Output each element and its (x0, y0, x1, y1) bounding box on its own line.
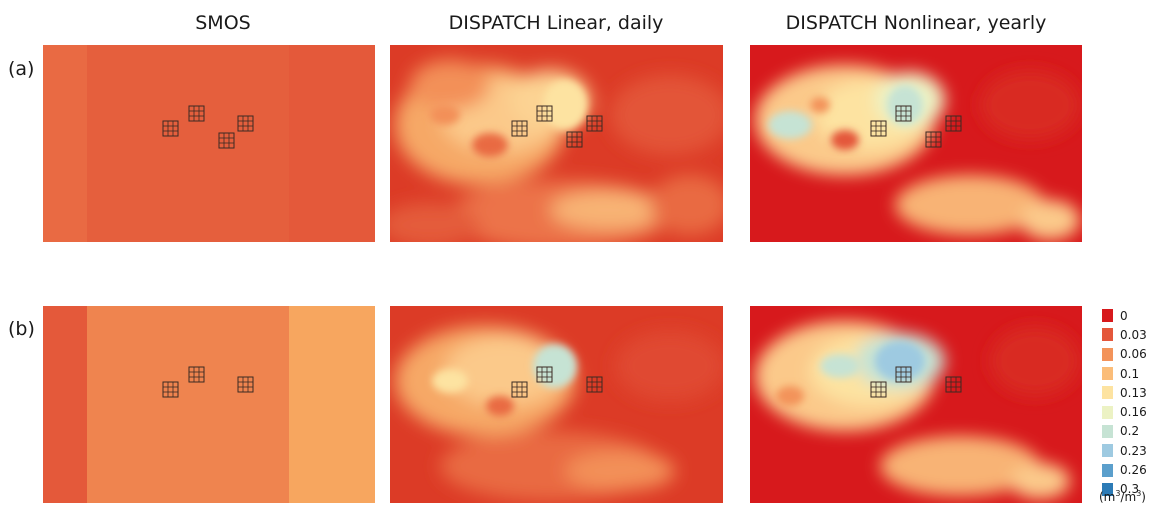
smos-strip-center (87, 306, 289, 503)
grid-marker-icon (188, 366, 205, 383)
grid-marker-icon (895, 105, 912, 122)
map-dispatch-nonlinear-a (750, 45, 1082, 242)
legend-item: 0.06 (1102, 345, 1152, 364)
map-dispatch-nonlinear-a-svg (750, 45, 1082, 242)
soil-moisture-detail (768, 85, 923, 150)
column-title-smos: SMOS (195, 12, 251, 34)
legend-swatch (1102, 463, 1113, 477)
map-dispatch-linear-b-svg (390, 306, 723, 503)
soil-moisture-detail (432, 344, 577, 416)
legend-label: 0.23 (1120, 443, 1147, 458)
unit-text: /m (1120, 490, 1137, 504)
legend-swatch (1102, 482, 1113, 496)
legend-label: 0.16 (1120, 405, 1147, 420)
color-legend: 0 0.03 0.06 0.1 0.13 0.16 0.2 0.23 0.26 0.3 (1102, 306, 1152, 499)
legend-swatch (1102, 328, 1113, 342)
soil-moisture-field (390, 60, 723, 242)
grid-marker-icon (162, 120, 179, 137)
map-smos-a-svg (43, 45, 375, 242)
legend-swatch (1102, 424, 1113, 438)
smos-strip-east (289, 45, 375, 242)
legend-item: 0.1 (1102, 364, 1152, 383)
grid-marker-icon (870, 381, 887, 398)
grid-marker-icon (162, 381, 179, 398)
grid-marker-icon (870, 120, 887, 137)
map-dispatch-linear-b (390, 306, 723, 503)
grid-marker-icon (586, 115, 603, 132)
column-title-dispatch-linear: DISPATCH Linear, daily (448, 12, 664, 34)
legend-swatch (1102, 444, 1113, 458)
legend-item: 0.23 (1102, 441, 1152, 460)
site-markers-b (162, 366, 254, 398)
smos-strip-west (43, 45, 87, 242)
legend-swatch (1102, 309, 1113, 323)
legend-label: 0 (1120, 308, 1128, 323)
legend-item: 0.03 (1102, 325, 1152, 344)
legend-label: 0.2 (1120, 424, 1140, 439)
map-smos-b-svg (43, 306, 375, 503)
legend-label: 0.13 (1120, 385, 1147, 400)
grid-marker-icon (218, 132, 235, 149)
legend-item: 0.26 (1102, 460, 1152, 479)
grid-marker-icon (586, 376, 603, 393)
legend-item: 0.13 (1102, 383, 1152, 402)
legend-label: 0.03 (1120, 327, 1147, 342)
legend-swatch (1102, 367, 1113, 381)
site-markers-nonlinear-a (870, 105, 962, 148)
smos-strip-center (87, 45, 289, 242)
grid-marker-icon (536, 105, 553, 122)
site-markers-a (162, 105, 254, 149)
legend-label: 0.1 (1120, 366, 1140, 381)
unit-exponent: 3 (1115, 489, 1121, 498)
map-dispatch-nonlinear-b (750, 306, 1082, 503)
legend-swatch (1102, 347, 1113, 361)
map-dispatch-linear-a (390, 45, 723, 242)
grid-marker-icon (895, 366, 912, 383)
legend-unit: (m3/m3) (1099, 489, 1146, 504)
site-markers-linear-b (511, 366, 603, 398)
legend-label: 0.26 (1120, 463, 1147, 478)
row-label-b: (b) (8, 318, 35, 340)
grid-marker-icon (566, 131, 583, 148)
grid-marker-icon (925, 131, 942, 148)
site-markers-nonlinear-b (870, 366, 962, 398)
grid-marker-icon (511, 120, 528, 137)
grid-marker-icon (536, 366, 553, 383)
map-smos-b (43, 306, 375, 503)
soil-moisture-detail (430, 80, 587, 157)
smos-strip-west (43, 306, 87, 503)
legend-item: 0.2 (1102, 422, 1152, 441)
legend-swatch (1102, 386, 1113, 400)
unit-exponent: 3 (1136, 489, 1142, 498)
legend-item: 0.16 (1102, 402, 1152, 421)
grid-marker-icon (945, 115, 962, 132)
column-title-dispatch-nonlinear: DISPATCH Nonlinear, yearly (785, 12, 1047, 34)
unit-text: (m (1099, 490, 1116, 504)
legend-swatch (1102, 405, 1113, 419)
grid-marker-icon (945, 376, 962, 393)
soil-moisture-detail (776, 341, 925, 406)
map-smos-a (43, 45, 375, 242)
legend-label: 0.06 (1120, 347, 1147, 362)
legend-item: 0.3 (1102, 480, 1152, 499)
soil-moisture-field (395, 326, 723, 501)
map-dispatch-nonlinear-b-svg (750, 306, 1082, 503)
grid-marker-icon (511, 381, 528, 398)
grid-marker-icon (237, 376, 254, 393)
grid-marker-icon (237, 115, 254, 132)
unit-text: ) (1141, 490, 1146, 504)
site-markers-linear-a (511, 105, 603, 148)
map-dispatch-linear-a-svg (390, 45, 723, 242)
smos-strip-east (289, 306, 375, 503)
legend-item: 0 (1102, 306, 1152, 325)
row-label-a: (a) (8, 58, 35, 80)
grid-marker-icon (188, 105, 205, 122)
legend-label: 0.3 (1120, 482, 1140, 497)
